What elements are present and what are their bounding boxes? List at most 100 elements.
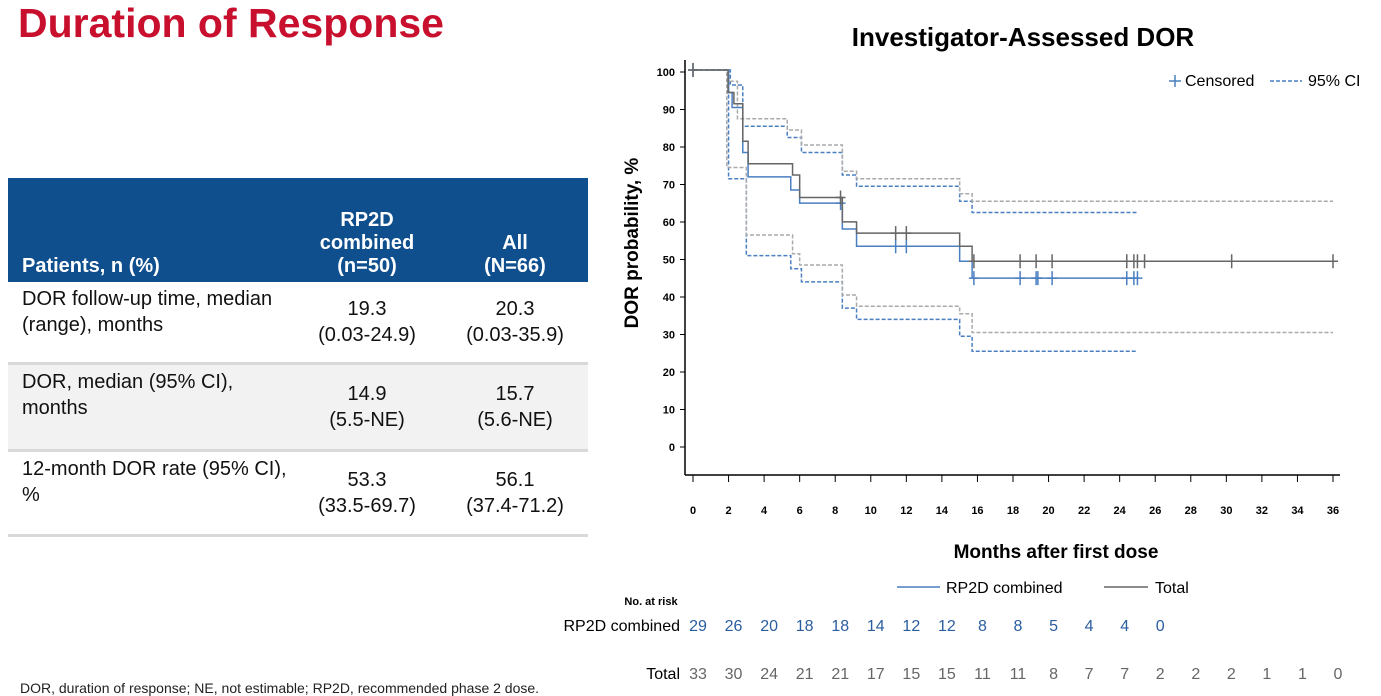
- x-tick-label: 6: [797, 505, 803, 517]
- total-censor-mark: [1139, 254, 1150, 269]
- table-row: DOR follow-up time, median (range), mont…: [8, 282, 588, 365]
- y-tick-label: 90: [663, 105, 675, 117]
- rp2d-survival-curve: [693, 69, 1138, 279]
- risk-value: 18: [796, 618, 814, 635]
- table-row: 12-month DOR rate (95% CI), % 53.3 (33.5-…: [8, 450, 588, 537]
- risk-value: 30: [725, 666, 743, 683]
- risk-value: 5: [1049, 618, 1058, 635]
- rp2d-censor-mark: [901, 239, 912, 254]
- x-tick-label: 34: [1291, 505, 1304, 517]
- x-tick-label: 14: [936, 505, 949, 517]
- table-header-row: Patients, n (%) RP2D combined (n=50) All…: [8, 178, 588, 282]
- risk-row-label: RP2D combined: [564, 618, 681, 635]
- x-tick-label: 16: [971, 505, 983, 517]
- value: 19.3: [347, 298, 387, 320]
- risk-value: 14: [867, 618, 885, 635]
- risk-value: 0: [1156, 618, 1165, 635]
- total-censor-mark: [1031, 254, 1042, 269]
- risk-table-title: No. at risk: [624, 596, 678, 608]
- x-tick-label: 8: [832, 505, 838, 517]
- risk-value: 20: [760, 618, 778, 635]
- risk-value: 0: [1334, 666, 1343, 683]
- all-cell: 56.1 (37.4-71.2): [442, 450, 588, 537]
- risk-value: 18: [831, 618, 849, 635]
- range: (0.03-24.9): [318, 324, 416, 346]
- y-tick-label: 100: [657, 67, 675, 79]
- risk-value: 17: [867, 666, 885, 683]
- x-tick-label: 32: [1256, 505, 1268, 517]
- risk-value: 15: [938, 666, 956, 683]
- slide-title: Duration of Response: [18, 0, 444, 46]
- risk-value: 7: [1120, 666, 1129, 683]
- rp2d-cell: 19.3 (0.03-24.9): [292, 282, 442, 365]
- risk-value: 8: [1014, 618, 1023, 635]
- y-tick-label: 80: [663, 142, 675, 154]
- range: (5.5-NE): [329, 409, 405, 431]
- risk-value: 7: [1085, 666, 1094, 683]
- header-all: All (N=66): [442, 178, 588, 282]
- x-tick-label: 28: [1185, 505, 1197, 517]
- value: 20.3: [495, 298, 535, 320]
- y-tick-label: 50: [663, 255, 675, 267]
- rp2d-censor-mark: [968, 271, 979, 286]
- censored-legend-icon: [1169, 75, 1181, 87]
- rp2d-ci-lower: [693, 69, 1138, 352]
- risk-value: 12: [938, 618, 956, 635]
- risk-value: 1: [1262, 666, 1271, 683]
- total-censor-mark: [1015, 254, 1026, 269]
- table-row: DOR, median (95% CI), months 14.9 (5.5-NE…: [8, 363, 588, 452]
- total-censor-mark: [1047, 254, 1058, 269]
- total-censor-mark: [688, 63, 698, 77]
- x-tick-label: 30: [1220, 505, 1232, 517]
- total-ci-lower: [693, 69, 1333, 334]
- all-cell: 15.7 (5.6-NE): [442, 363, 588, 452]
- x-tick-label: 4: [761, 505, 768, 517]
- total-legend-label: Total: [1155, 580, 1189, 597]
- value: 15.7: [495, 383, 535, 405]
- x-tick-label: 12: [900, 505, 912, 517]
- total-censor-mark: [890, 226, 901, 241]
- total-censor-mark: [1226, 254, 1237, 269]
- x-tick-label: 22: [1078, 505, 1090, 517]
- rp2d-censor-mark: [890, 239, 901, 254]
- risk-value: 33: [689, 666, 707, 683]
- risk-value: 4: [1120, 618, 1129, 635]
- total-censor-mark: [1328, 254, 1338, 269]
- rp2d-censor-mark: [1132, 271, 1143, 286]
- x-tick-label: 36: [1327, 505, 1339, 517]
- rp2d-censor-mark: [1047, 271, 1058, 286]
- y-axis-label: DOR probability, %: [622, 158, 643, 329]
- risk-value: 8: [978, 618, 987, 635]
- risk-value: 21: [831, 666, 849, 683]
- x-tick-label: 0: [690, 505, 696, 517]
- x-tick-label: 26: [1149, 505, 1161, 517]
- x-tick-label: 10: [865, 505, 877, 517]
- chart-title: Investigator-Assessed DOR: [852, 22, 1195, 52]
- risk-value: 29: [689, 618, 707, 635]
- dor-summary-table: Patients, n (%) RP2D combined (n=50) All…: [8, 178, 588, 537]
- value: 14.9: [347, 383, 387, 405]
- y-tick-label: 0: [669, 442, 675, 454]
- rp2d-legend-label: RP2D combined: [946, 580, 1063, 597]
- y-tick-label: 70: [663, 180, 675, 192]
- x-tick-label: 20: [1042, 505, 1054, 517]
- y-tick-label: 10: [663, 405, 675, 417]
- x-axis-label: Months after first dose: [954, 542, 1159, 563]
- header-rp2d: RP2D combined (n=50): [292, 178, 442, 282]
- rp2d-censor-mark: [1015, 271, 1026, 286]
- risk-value: 8: [1049, 666, 1058, 683]
- risk-value: 12: [902, 618, 920, 635]
- total-censor-mark: [835, 190, 846, 205]
- rp2d-cell: 14.9 (5.5-NE): [292, 363, 442, 452]
- range: (0.03-35.9): [466, 324, 564, 346]
- censored-legend-label: Censored: [1185, 73, 1254, 90]
- risk-value: 11: [1010, 666, 1027, 683]
- total-censor-mark: [901, 226, 912, 241]
- risk-value: 2: [1156, 666, 1165, 683]
- y-tick-label: 40: [663, 292, 675, 304]
- rp2d-ci-upper: [693, 69, 1138, 214]
- y-tick-label: 20: [663, 367, 675, 379]
- row-label: DOR, median (95% CI), months: [8, 363, 292, 452]
- risk-value: 21: [796, 666, 814, 683]
